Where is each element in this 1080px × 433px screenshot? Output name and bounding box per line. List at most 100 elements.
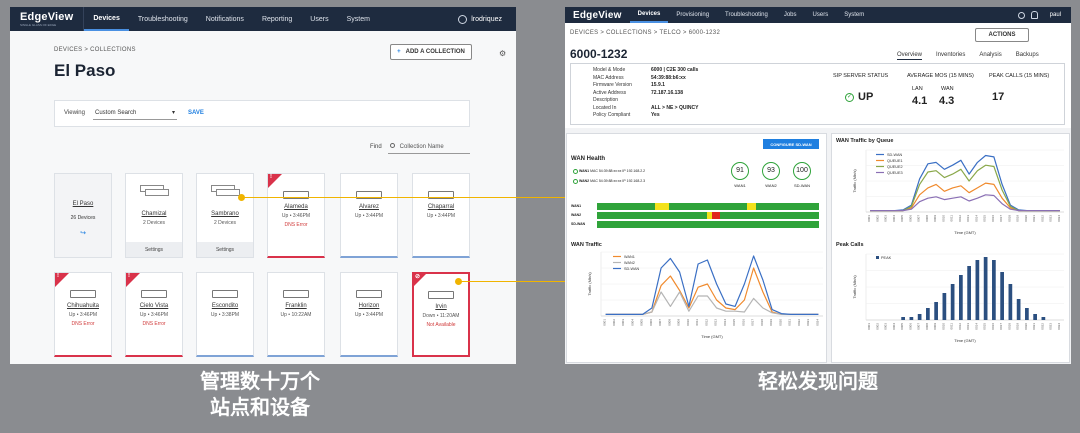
nav-users[interactable]: Users xyxy=(310,15,329,23)
device-card-irvin[interactable]: ⊘ Irvin Down • 11:20AM Not Available xyxy=(412,272,470,357)
nav-devices[interactable]: Devices xyxy=(84,7,129,31)
logo[interactable]: EdgeView SINGLE GLASS OF EDGE xyxy=(10,7,85,31)
device-icon xyxy=(428,191,454,199)
x-tick-label: 0009 xyxy=(933,215,937,222)
save-button[interactable]: SAVE xyxy=(188,110,204,116)
x-tick-label: 0012 xyxy=(958,215,962,222)
gauge-value: 91 xyxy=(731,162,749,180)
series-line xyxy=(605,267,819,316)
viewing-select[interactable]: Custom Search ▾ xyxy=(93,107,177,120)
add-collection-label: ADD A COLLECTION xyxy=(405,49,465,55)
nav-reporting[interactable]: Reporting xyxy=(261,15,293,23)
username[interactable]: paul xyxy=(1049,12,1061,18)
right-screenshot: EdgeView Devices Provisioning Troublesho… xyxy=(565,7,1071,364)
x-tick-label: 0008 xyxy=(925,323,929,330)
nav-notifications[interactable]: Notifications xyxy=(205,15,244,23)
wan-row: WAN2 MAC 54:39:88:xx:xx IP 192.168.2.3 xyxy=(573,176,645,186)
series-line xyxy=(605,291,819,316)
nav-troubleshooting[interactable]: Troubleshooting xyxy=(725,12,768,18)
caption-right: 轻松发现问题 xyxy=(758,369,878,393)
search-icon[interactable] xyxy=(1017,11,1025,19)
device-icon xyxy=(212,290,238,298)
configure-sdwan-button[interactable]: CONFIGURE SD-WAN xyxy=(763,139,819,149)
status-dot-icon xyxy=(573,168,578,174)
gear-icon[interactable]: ⚙ xyxy=(499,49,507,58)
sip-value: UP xyxy=(858,91,874,103)
x-tick-label: 0012 xyxy=(958,323,962,330)
tab-overview[interactable]: Overview xyxy=(897,52,923,60)
x-tick-label: 0002 xyxy=(875,323,879,330)
nav-devices[interactable]: Devices xyxy=(629,7,669,23)
bar xyxy=(1008,284,1013,320)
find-label: Find xyxy=(370,144,382,150)
device-card-chihuahuita[interactable]: ! Chihuahuita Up • 3:46PM DNS Error xyxy=(54,272,112,357)
x-tick-label: 0015 xyxy=(983,323,987,330)
x-tick-label: 0001 xyxy=(603,319,607,326)
wan-mac: MAC 54:39:88:xx:xx xyxy=(590,169,622,173)
logo[interactable]: EdgeView xyxy=(565,7,630,23)
x-tick-label: 0013 xyxy=(966,215,970,222)
nav-system[interactable]: System xyxy=(844,12,865,18)
x-tick-label: 0009 xyxy=(677,319,681,326)
tab-inventories[interactable]: Inventories xyxy=(936,52,966,58)
legend-label: QUEUE3 xyxy=(887,171,903,175)
collection-card-el-paso[interactable]: El Paso 26 Devices ↪ xyxy=(54,173,112,258)
y-axis-label: Traffic (Mb/s) xyxy=(852,275,857,299)
legend-label: WAN2 xyxy=(624,261,635,265)
meta-value: 54:39:88:b6:xx xyxy=(651,74,686,81)
series-line xyxy=(605,255,819,316)
x-tick-label: 0005 xyxy=(640,319,644,326)
health-segment-warning xyxy=(707,212,712,219)
device-card-cielo-vista[interactable]: ! Cielo Vista Up • 3:46PM DNS Error xyxy=(125,272,183,357)
x-tick-label: 0012 xyxy=(704,319,708,326)
enter-icon: ↪ xyxy=(80,230,86,237)
logo-text: EdgeView xyxy=(20,11,74,23)
bar xyxy=(1025,308,1029,320)
collection-card-sambrano[interactable]: Sambrano 2 Devices Settings xyxy=(196,173,254,258)
nav-provisioning[interactable]: Provisioning xyxy=(676,12,710,18)
header-tools: paul xyxy=(1017,11,1071,19)
nav-users[interactable]: Users xyxy=(812,12,829,18)
x-axis-label: Time (GMT) xyxy=(701,334,723,339)
device-card-horizon[interactable]: Horizon Up • 3:44PM xyxy=(340,272,398,357)
settings-button[interactable]: Settings xyxy=(126,242,182,257)
x-tick-label: 0015 xyxy=(983,215,987,222)
nav-jobs[interactable]: Jobs xyxy=(783,12,797,18)
collection-count: 2 Devices xyxy=(143,220,165,226)
add-collection-button[interactable]: + ADD A COLLECTION xyxy=(390,44,472,60)
device-card-chaparral[interactable]: Chaparral Up • 3:44PM xyxy=(412,173,470,258)
collection-card-chamizal[interactable]: Chamizal 2 Devices Settings xyxy=(125,173,183,258)
find-input[interactable]: Collection Name xyxy=(388,140,470,154)
user-menu[interactable]: lrodriquez xyxy=(458,14,516,24)
device-name: Chihuahuita xyxy=(66,303,100,309)
device-summary: Model & Mode MAC Address Firmware Versio… xyxy=(570,63,1065,125)
caption-left: 管理数十万个 站点和设备 xyxy=(200,369,320,419)
series-line xyxy=(870,154,1060,212)
settings-button[interactable]: Settings xyxy=(197,242,253,257)
peak-value: 17 xyxy=(992,91,1005,103)
x-tick-label: 0024 xyxy=(1057,215,1061,222)
gauge-sdwan: 100 SD-WAN xyxy=(793,162,811,188)
tab-backups[interactable]: Backups xyxy=(1015,52,1039,58)
legend-label: QUEUE1 xyxy=(887,159,903,163)
nav-system[interactable]: System xyxy=(346,15,370,23)
x-tick-label: 0017 xyxy=(999,323,1003,330)
device-card-alvarez[interactable]: Alvarez Up • 3:44PM xyxy=(340,173,398,258)
meta-labels: Model & Mode MAC Address Firmware Versio… xyxy=(593,67,632,120)
device-card-escondito[interactable]: Escondito Up • 3:38PM xyxy=(196,272,254,357)
health-bar-wan1 xyxy=(597,203,819,210)
x-tick-label: 0023 xyxy=(1049,215,1053,222)
device-card-alameda[interactable]: ! Alameda Up • 3:46PM DNS Error xyxy=(267,173,325,258)
meta-label: Located In xyxy=(593,104,617,111)
device-error: Not Available xyxy=(426,322,456,328)
actions-button[interactable]: ACTIONS xyxy=(975,28,1029,42)
x-tick-label: 0010 xyxy=(941,215,945,222)
collection-count: 2 Devices xyxy=(214,220,236,226)
chart-title: Peak Calls xyxy=(836,242,864,248)
left-screenshot: EdgeView SINGLE GLASS OF EDGE Devices Tr… xyxy=(10,7,516,364)
device-name: Franklin xyxy=(285,303,307,309)
tab-analysis[interactable]: Analysis xyxy=(979,52,1002,58)
device-card-franklin[interactable]: Franklin Up • 10:22AM xyxy=(267,272,325,357)
bell-icon[interactable] xyxy=(1030,11,1038,19)
nav-troubleshooting[interactable]: Troubleshooting xyxy=(137,15,188,23)
